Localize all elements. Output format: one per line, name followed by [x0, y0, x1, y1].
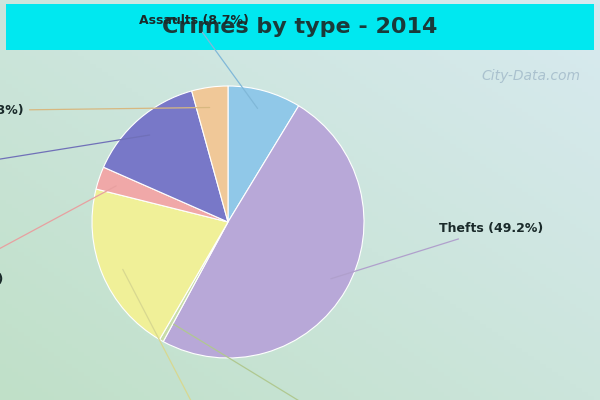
Wedge shape: [192, 86, 228, 222]
Wedge shape: [96, 167, 228, 222]
Text: Arson (0.5%): Arson (0.5%): [174, 324, 404, 400]
Text: Thefts (49.2%): Thefts (49.2%): [331, 222, 543, 279]
Text: Burglaries (20.5%): Burglaries (20.5%): [123, 269, 274, 400]
Text: Rapes (4.3%): Rapes (4.3%): [0, 104, 209, 117]
Wedge shape: [160, 222, 228, 342]
Text: Auto thefts (14.1%): Auto thefts (14.1%): [0, 135, 149, 177]
Wedge shape: [228, 86, 299, 222]
Wedge shape: [104, 91, 228, 222]
Text: Assaults (8.7%): Assaults (8.7%): [139, 14, 257, 108]
Text: Robberies (2.7%): Robberies (2.7%): [0, 186, 116, 286]
Text: City-Data.com: City-Data.com: [482, 69, 581, 83]
Wedge shape: [92, 189, 228, 340]
Wedge shape: [163, 106, 364, 358]
Text: Crimes by type - 2014: Crimes by type - 2014: [163, 17, 437, 37]
